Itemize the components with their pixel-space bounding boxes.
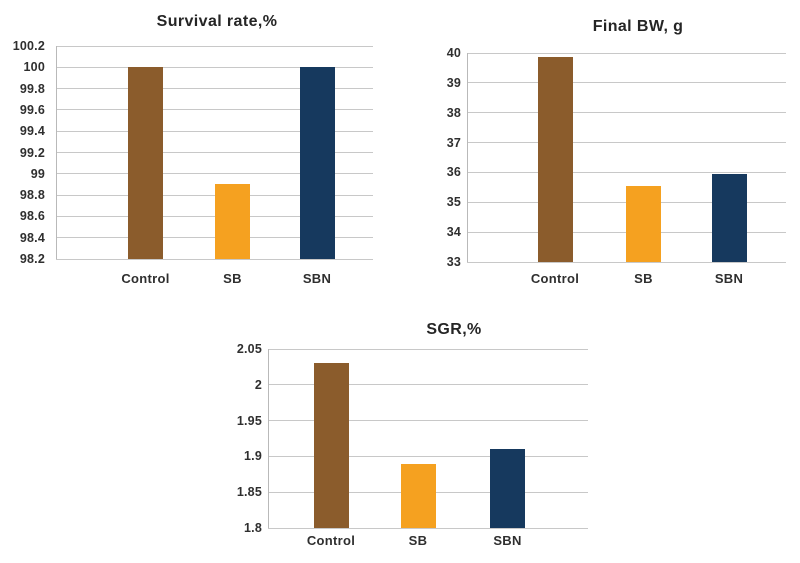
gridline xyxy=(467,201,786,203)
gridline xyxy=(467,142,786,144)
y-axis-tick-label: 37 xyxy=(446,135,461,150)
y-axis-tick-label: 38 xyxy=(446,105,461,120)
gridline xyxy=(56,88,373,90)
y-axis-tick-label: 1.9 xyxy=(244,449,262,464)
y-axis-tick-label: 99.4 xyxy=(19,124,45,139)
y-axis-tick-label: 100 xyxy=(23,60,45,75)
bar-control xyxy=(313,363,349,528)
y-axis-tick-label: 2 xyxy=(254,377,262,392)
gridline xyxy=(467,261,786,263)
y-axis-tick-label: 36 xyxy=(446,165,461,180)
x-axis-category-label: SB xyxy=(634,271,653,286)
bar-control xyxy=(128,67,163,259)
gridline xyxy=(56,258,373,260)
gridline xyxy=(268,455,588,457)
gridline xyxy=(268,384,588,386)
x-axis-category-label: Control xyxy=(121,271,170,286)
plot-area xyxy=(56,45,373,260)
chart-title: Final BW, g xyxy=(592,18,684,35)
x-axis-category-label: SBN xyxy=(493,533,522,548)
y-axis-tick-label: 98.4 xyxy=(19,230,45,245)
x-axis-category-label: SBN xyxy=(714,271,744,286)
gridline xyxy=(56,130,373,132)
y-axis-tick-label: 2.05 xyxy=(236,342,262,356)
y-axis-tick-label: 39 xyxy=(446,75,461,90)
gridline xyxy=(467,231,786,233)
y-axis-line xyxy=(467,53,468,262)
y-axis-tick-label: 100.2 xyxy=(12,39,45,53)
y-axis-tick-label: 1.95 xyxy=(236,413,262,428)
y-axis-tick-label: 98.8 xyxy=(19,188,45,203)
gridline xyxy=(268,491,588,493)
gridline xyxy=(467,52,786,54)
y-axis-tick-label: 40 xyxy=(446,46,461,60)
x-axis-category-label: SB xyxy=(223,271,242,286)
x-axis-category-label: SB xyxy=(408,533,428,548)
y-axis-line xyxy=(56,46,57,259)
y-axis-tick-label: 35 xyxy=(446,195,461,210)
gridline xyxy=(268,527,588,529)
y-axis-tick-label: 98.6 xyxy=(19,209,45,224)
gridline xyxy=(467,171,786,173)
bar-sb xyxy=(626,185,661,262)
plot-area xyxy=(467,52,786,263)
y-axis-line xyxy=(268,349,269,528)
gridline xyxy=(56,152,373,153)
gridline xyxy=(56,45,373,47)
y-axis-tick-label: 98.2 xyxy=(19,252,45,266)
gridline xyxy=(268,348,588,350)
gridline xyxy=(467,112,786,114)
gridline xyxy=(56,237,373,239)
chart-title: SGR,% xyxy=(426,321,482,338)
y-axis-tick-label: 99 xyxy=(30,166,45,181)
gridline xyxy=(56,215,373,217)
y-axis-tick-label: 34 xyxy=(446,225,461,240)
bar-sbn xyxy=(490,449,525,528)
y-axis-tick-label: 33 xyxy=(446,255,461,269)
bar-sbn xyxy=(711,173,747,262)
bar-sb xyxy=(400,463,436,528)
gridline xyxy=(56,173,373,175)
x-axis-category-label: SBN xyxy=(302,271,332,286)
bar-sbn xyxy=(299,67,335,259)
x-axis-category-label: Control xyxy=(530,271,580,286)
y-axis-tick-label: 99.6 xyxy=(19,102,45,117)
plot-area xyxy=(268,348,588,529)
y-axis-tick-label: 99.2 xyxy=(19,145,45,160)
gridline xyxy=(467,82,786,84)
gridline xyxy=(56,66,373,68)
bar-sb xyxy=(215,184,250,259)
bar-control xyxy=(537,57,573,262)
x-axis-category-label: Control xyxy=(306,533,356,548)
y-axis-tick-label: 1.85 xyxy=(236,485,262,500)
gridline xyxy=(56,109,373,111)
chart-title: Survival rate,% xyxy=(156,13,278,30)
y-axis-tick-label: 99.8 xyxy=(19,81,45,96)
y-axis-tick-label: 1.8 xyxy=(244,521,262,535)
gridline xyxy=(268,420,588,422)
gridline xyxy=(56,194,373,196)
